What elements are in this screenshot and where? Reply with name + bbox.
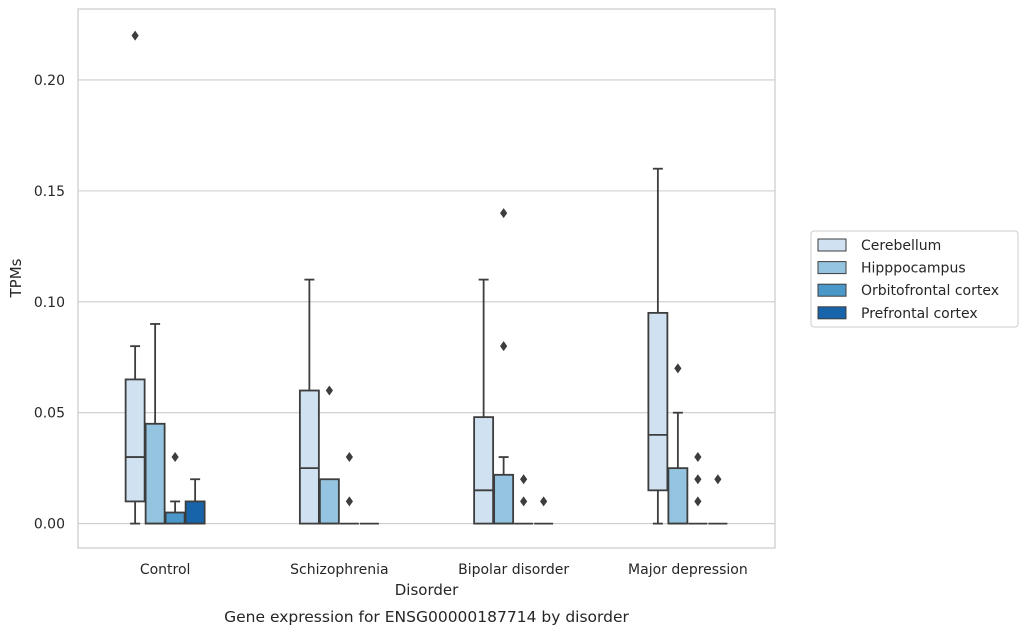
box-cerebellum [124,30,146,525]
box-body [124,378,146,503]
chart-caption: Gene expression for ENSG00000187714 by d… [224,608,629,626]
box-orbitofrontal-cortex [688,452,708,525]
x-tick-label: Bipolar disorder [458,562,569,578]
y-tick-labels: 0.00 0.05 0.10 0.15 0.20 [34,73,65,533]
legend-swatch [817,261,847,275]
box-hipppocampus [318,385,340,525]
box-hipppocampus [493,208,515,525]
y-tick-label: 0.05 [34,406,65,422]
legend-label: Orbitofrontal cortex [861,283,999,299]
legend-swatch [817,238,847,252]
box-orbitofrontal-cortex [339,452,359,525]
box-cerebellum [298,278,320,525]
box-body [318,478,340,525]
box-cerebellum [647,167,669,525]
outlier-point [345,452,353,463]
legend: Cerebellum Hipppocampus Orbitofrontal cort… [810,230,1019,328]
box-prefrontal-cortex [184,478,206,525]
outlier-point [714,474,722,485]
y-tick-label: 0.00 [34,517,65,533]
box-cerebellum [473,278,495,525]
outlier-point [345,496,353,507]
x-tick-labels: Control Schizophrenia Bipolar disorder Majo… [140,562,748,578]
outlier-point [171,452,179,463]
box-body [647,311,669,492]
box-prefrontal-cortex [708,474,728,525]
legend-frame [810,230,1019,328]
outlier-point [325,385,333,396]
legend-label: Prefrontal cortex [861,306,978,322]
outlier-point [131,30,139,41]
box-body [184,500,206,525]
plot-frame [77,8,776,549]
outlier-point [694,474,702,485]
y-tick-label: 0.10 [34,295,65,311]
box-body [667,467,689,525]
x-axis-label: Disorder [395,581,459,599]
box-orbitofrontal-cortex [514,474,534,525]
box-prefrontal-cortex [534,496,554,525]
legend-swatch [817,283,847,297]
box-body [144,422,166,525]
box-body [298,389,320,525]
box-body [473,416,495,525]
legend-swatch [817,306,847,320]
box-orbitofrontal-cortex [164,452,186,525]
outlier-point [694,452,702,463]
outlier-point [520,474,528,485]
box-body [164,511,186,525]
legend-label: Hipppocampus [861,261,966,277]
grid-lines [78,79,775,525]
y-tick-label: 0.20 [34,73,65,89]
x-tick-label: Control [140,562,191,578]
outlier-point [540,496,548,507]
outlier-point [520,496,528,507]
y-tick-label: 0.15 [34,184,65,200]
x-tick-label: Schizophrenia [290,562,388,578]
box-plot-marks [124,30,728,525]
y-axis-label: TPMs [7,258,25,298]
outlier-point [694,496,702,507]
outlier-point [500,341,508,352]
box-hipppocampus [667,363,689,525]
x-tick-label: Major depression [628,562,748,578]
legend-label: Cerebellum [861,238,941,254]
outlier-point [674,363,682,374]
box-body [493,473,515,525]
outlier-point [500,208,508,219]
box-hipppocampus [144,323,166,525]
